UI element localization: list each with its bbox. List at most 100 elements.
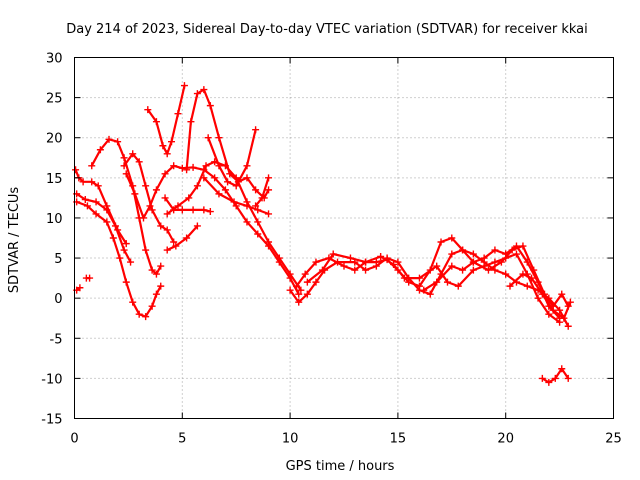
series-markers bbox=[252, 174, 273, 210]
data-point bbox=[297, 286, 305, 294]
data-point bbox=[178, 164, 186, 172]
data-point bbox=[204, 134, 212, 142]
y-tick-labels: -15 -10 -5 0 5 10 15 20 25 30 bbox=[41, 52, 62, 428]
data-series-track-4 bbox=[88, 135, 165, 278]
data-series-track-14 bbox=[252, 174, 273, 210]
data-point bbox=[558, 365, 566, 373]
data-point bbox=[152, 270, 160, 278]
data-point bbox=[103, 218, 111, 226]
series-line bbox=[207, 128, 257, 187]
data-point bbox=[152, 118, 160, 126]
data-series-track-13 bbox=[200, 174, 273, 218]
data-point bbox=[224, 178, 232, 186]
data-point bbox=[340, 262, 348, 270]
data-point bbox=[415, 282, 423, 290]
data-series-track-6 bbox=[122, 162, 303, 298]
data-point bbox=[508, 246, 516, 254]
data-point bbox=[122, 278, 130, 286]
data-point bbox=[135, 310, 143, 318]
data-point bbox=[88, 178, 96, 186]
series-line bbox=[125, 164, 300, 296]
data-point bbox=[142, 182, 150, 190]
series-markers bbox=[72, 166, 130, 248]
data-point bbox=[183, 234, 191, 242]
series-line bbox=[146, 84, 186, 155]
data-point bbox=[144, 106, 152, 114]
data-point bbox=[202, 162, 210, 170]
data-point bbox=[200, 174, 208, 182]
data-point bbox=[372, 258, 380, 266]
data-point bbox=[329, 250, 337, 258]
series-markers bbox=[303, 250, 564, 326]
y-tick-label: -5 bbox=[50, 332, 63, 347]
data-point bbox=[254, 230, 262, 238]
data-point bbox=[103, 202, 111, 210]
data-point bbox=[286, 270, 294, 278]
data-series-track-20 bbox=[538, 365, 572, 386]
series-markers bbox=[82, 274, 94, 282]
data-point bbox=[139, 214, 147, 222]
data-point bbox=[243, 162, 251, 170]
data-point bbox=[560, 314, 568, 322]
data-point bbox=[189, 206, 197, 214]
series-markers bbox=[88, 135, 165, 278]
data-series-track-19 bbox=[506, 270, 574, 322]
data-point bbox=[258, 194, 266, 202]
data-point bbox=[519, 242, 527, 250]
data-point bbox=[215, 162, 223, 170]
data-point bbox=[405, 278, 413, 286]
data-point bbox=[252, 126, 260, 134]
data-point bbox=[491, 266, 499, 274]
data-point bbox=[152, 186, 160, 194]
data-point bbox=[116, 254, 124, 262]
data-point bbox=[243, 174, 251, 182]
data-point bbox=[459, 266, 467, 274]
data-point bbox=[459, 246, 467, 254]
series-line bbox=[166, 160, 302, 292]
series-markers bbox=[122, 162, 303, 298]
series-markers bbox=[538, 365, 572, 386]
series-markers bbox=[144, 82, 188, 158]
data-point bbox=[193, 182, 201, 190]
data-point bbox=[252, 202, 260, 210]
data-point bbox=[120, 246, 128, 254]
data-point bbox=[506, 282, 514, 290]
data-point bbox=[185, 194, 193, 202]
data-point bbox=[318, 266, 326, 274]
data-point bbox=[206, 208, 214, 216]
data-point bbox=[293, 282, 301, 290]
series-markers bbox=[506, 270, 574, 322]
data-point bbox=[254, 218, 262, 226]
data-series-track-12 bbox=[204, 126, 260, 190]
data-point bbox=[172, 242, 180, 250]
series-markers bbox=[161, 194, 214, 216]
data-point bbox=[497, 258, 505, 266]
data-point bbox=[400, 274, 408, 282]
y-tick-label: 0 bbox=[54, 292, 62, 307]
data-point bbox=[469, 266, 477, 274]
data-point bbox=[163, 226, 171, 234]
data-point bbox=[135, 158, 143, 166]
data-point bbox=[83, 202, 91, 210]
data-point bbox=[174, 202, 182, 210]
data-point bbox=[142, 246, 150, 254]
data-series-track-9 bbox=[161, 194, 214, 216]
data-point bbox=[148, 302, 156, 310]
data-point bbox=[157, 262, 165, 270]
data-point bbox=[448, 250, 456, 258]
data-point bbox=[226, 170, 234, 178]
series-markers bbox=[286, 246, 572, 330]
data-point bbox=[362, 258, 370, 266]
series-markers bbox=[73, 198, 165, 321]
data-point bbox=[252, 186, 260, 194]
series-markers bbox=[200, 174, 273, 218]
data-point bbox=[81, 195, 89, 203]
data-point bbox=[420, 286, 428, 294]
data-point bbox=[534, 294, 542, 302]
data-point bbox=[92, 210, 100, 218]
data-series-track-3 bbox=[72, 166, 130, 248]
data-point bbox=[243, 218, 251, 226]
data-point bbox=[303, 290, 311, 298]
data-point bbox=[157, 282, 165, 290]
